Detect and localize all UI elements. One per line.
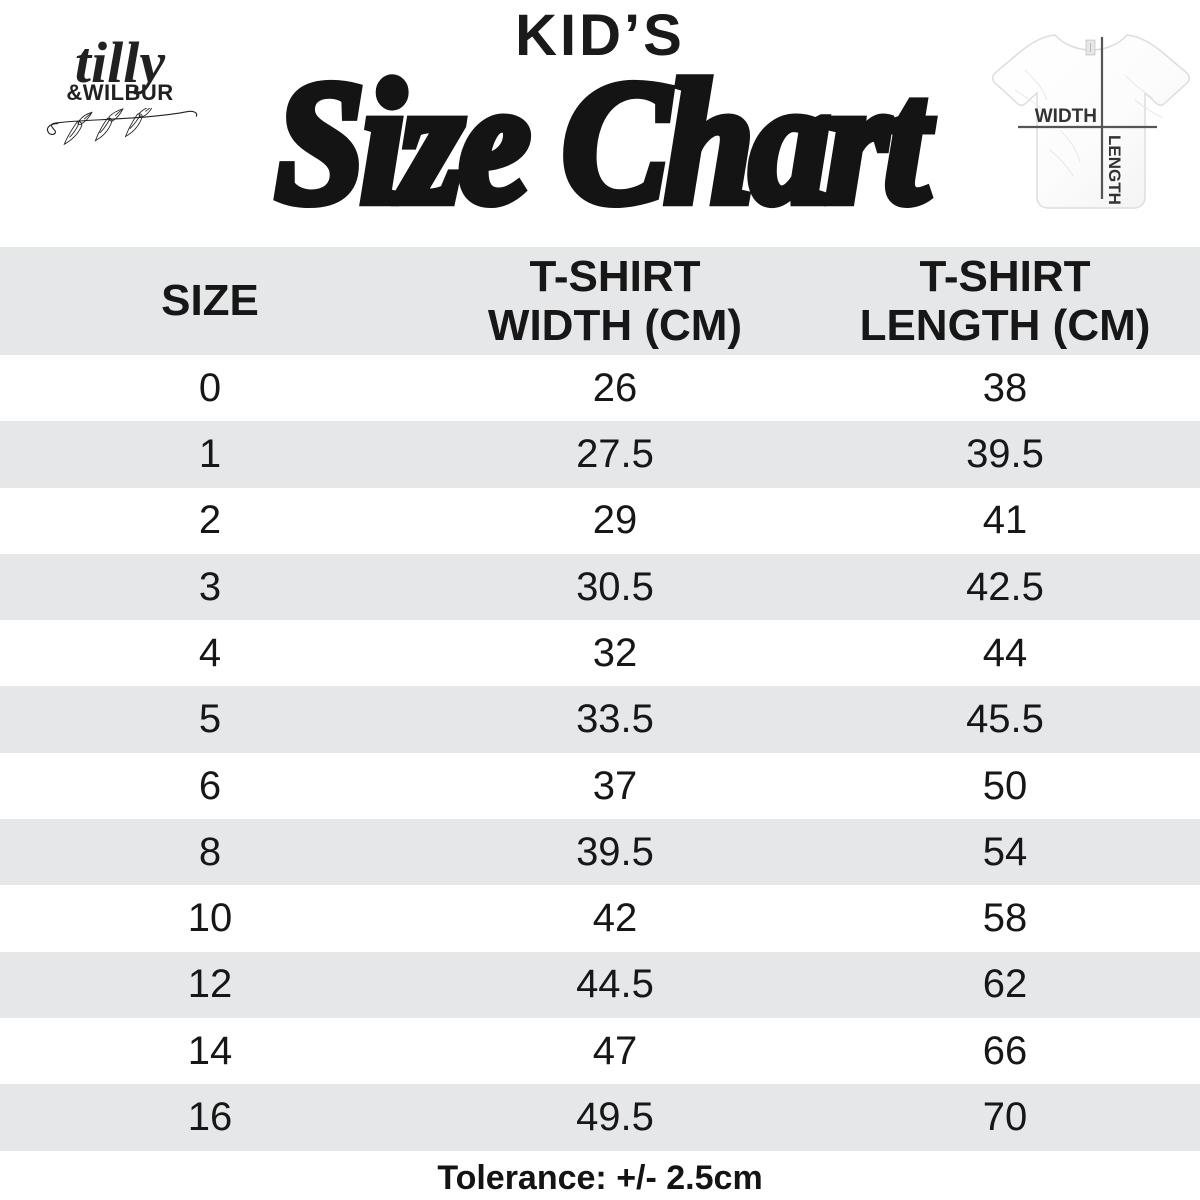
svg-text:LENGTH: LENGTH [1105, 135, 1124, 205]
svg-text:WIDTH: WIDTH [1035, 106, 1097, 127]
